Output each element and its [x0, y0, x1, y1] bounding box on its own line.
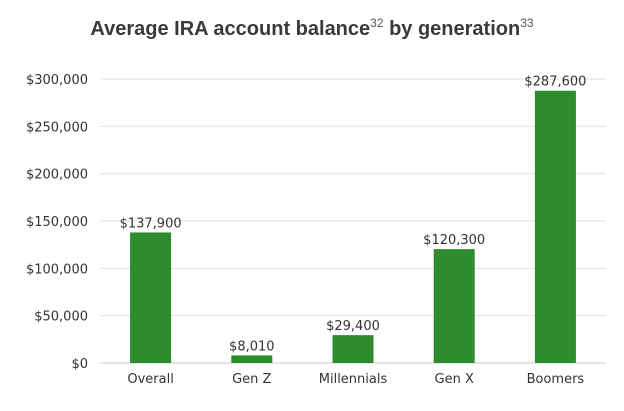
- y-tick-label: $100,000: [26, 262, 88, 277]
- y-tick-label: $250,000: [26, 120, 88, 135]
- x-tick-label: Gen X: [435, 372, 474, 387]
- x-tick-label: Boomers: [527, 372, 585, 387]
- y-tick-label: $200,000: [26, 168, 88, 183]
- data-label: $287,600: [524, 75, 586, 90]
- title-footnote-32: 32: [370, 16, 384, 30]
- data-label: $120,300: [423, 233, 485, 248]
- y-tick-label: $300,000: [26, 73, 88, 88]
- y-tick-label: $0: [71, 357, 88, 372]
- data-label: $137,900: [120, 216, 182, 231]
- data-label: $8,010: [229, 339, 275, 354]
- x-tick-label: Overall: [127, 372, 173, 387]
- chart-title-text-2: by generation: [383, 18, 521, 40]
- chart-title: Average IRA account balance32 by generat…: [0, 16, 624, 41]
- bar: [332, 335, 374, 363]
- title-footnote-33: 33: [520, 16, 534, 30]
- x-tick-label: Millennials: [319, 372, 388, 387]
- data-label: $29,400: [326, 319, 380, 334]
- bar: [231, 355, 273, 363]
- bar: [534, 90, 576, 363]
- chart-title-text: Average IRA account balance: [90, 18, 371, 40]
- x-tick-label: Gen Z: [232, 372, 271, 387]
- y-tick-label: $50,000: [34, 310, 88, 325]
- bar: [433, 249, 475, 363]
- bar: [130, 232, 172, 363]
- y-tick-label: $150,000: [26, 215, 88, 230]
